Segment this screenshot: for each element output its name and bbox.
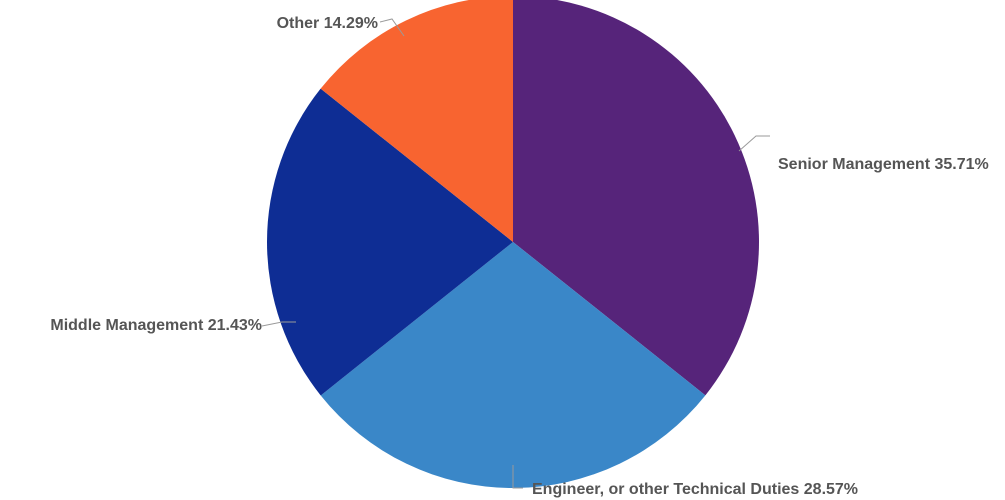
leader-lines-layer bbox=[261, 18, 770, 489]
leader-line bbox=[738, 135, 770, 152]
pie-slice-middle-management bbox=[267, 88, 513, 396]
leader-line bbox=[261, 321, 296, 327]
pie-slice-senior-management bbox=[513, 0, 759, 396]
slice-label: Senior Management 35.71% bbox=[778, 156, 989, 173]
slices-layer bbox=[267, 0, 759, 488]
labels-layer: Senior Management 35.71% Engineer, or oth… bbox=[50, 15, 988, 498]
pie-slice-other bbox=[320, 0, 513, 242]
slice-label: Middle Management 21.43% bbox=[50, 317, 262, 334]
slice-label: Engineer, or other Technical Duties 28.5… bbox=[532, 481, 858, 498]
slice-label: Other 14.29% bbox=[277, 15, 378, 32]
pie-slice-engineer-or-other-technical-duties bbox=[320, 242, 706, 488]
leader-line bbox=[379, 18, 405, 37]
leader-line bbox=[512, 465, 523, 489]
